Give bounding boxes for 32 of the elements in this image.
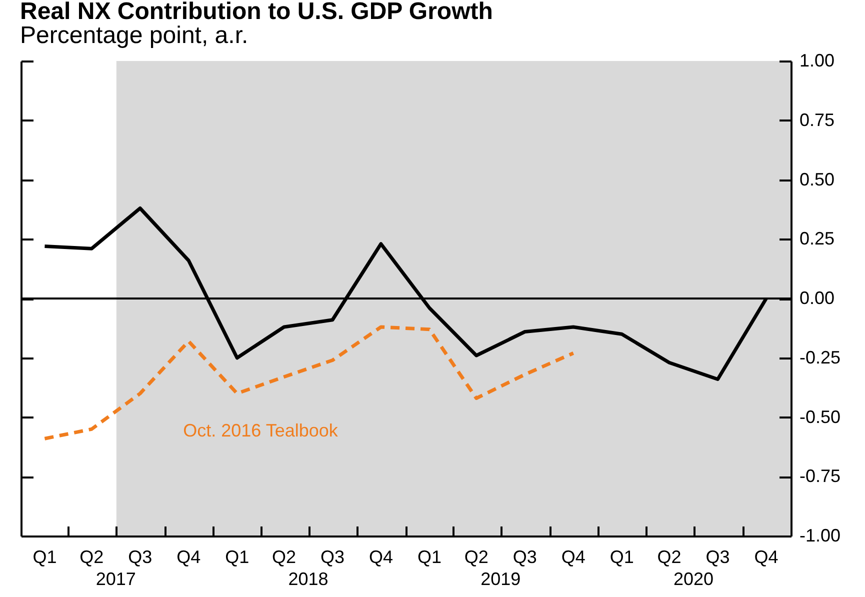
x-tick-label: Q3 — [128, 547, 152, 567]
y-tick-label: 1.00 — [800, 50, 835, 70]
y-tick-label: 0.00 — [800, 288, 835, 308]
x-tick-label: Q4 — [176, 547, 201, 567]
text: 2019 — [480, 569, 521, 589]
y-tick-label: 0.50 — [800, 169, 835, 190]
x-tick-label: Q4 — [754, 547, 778, 567]
x-tick-label: Q2 — [657, 547, 682, 567]
x-tick-label: Q1 — [610, 547, 634, 567]
x-tick-label: Q3 — [512, 547, 537, 567]
text: Oct. 2016 Tealbook — [183, 420, 339, 440]
text: 2018 — [288, 569, 328, 589]
y-tick-label: 0.75 — [800, 110, 835, 130]
x-tick-label: Q1 — [417, 547, 442, 567]
x-tick-label: Q2 — [464, 547, 488, 567]
x-tick-label: Q4 — [561, 547, 586, 567]
y-tick-label: 0.25 — [800, 228, 835, 249]
x-tick-label: Q4 — [368, 547, 393, 567]
text: 2017 — [96, 569, 136, 589]
y-tick-label: -0.25 — [800, 347, 841, 368]
y-tick-label: -0.50 — [800, 406, 841, 427]
x-tick-label: Q3 — [320, 547, 344, 567]
text: 2020 — [673, 569, 714, 589]
x-tick-label: Q2 — [80, 547, 104, 567]
y-tick-label: -1.00 — [800, 526, 841, 546]
y-axis-title: Percentage point, a.r. — [20, 22, 248, 49]
x-tick-label: Q3 — [706, 547, 730, 567]
x-tick-label: Q2 — [272, 547, 296, 567]
chart-title: Real NX Contribution to U.S. GDP Growth — [20, 0, 493, 25]
x-tick-label: Q1 — [225, 547, 250, 567]
x-tick-label: Q1 — [32, 547, 57, 567]
y-tick-label: -0.75 — [800, 466, 841, 486]
